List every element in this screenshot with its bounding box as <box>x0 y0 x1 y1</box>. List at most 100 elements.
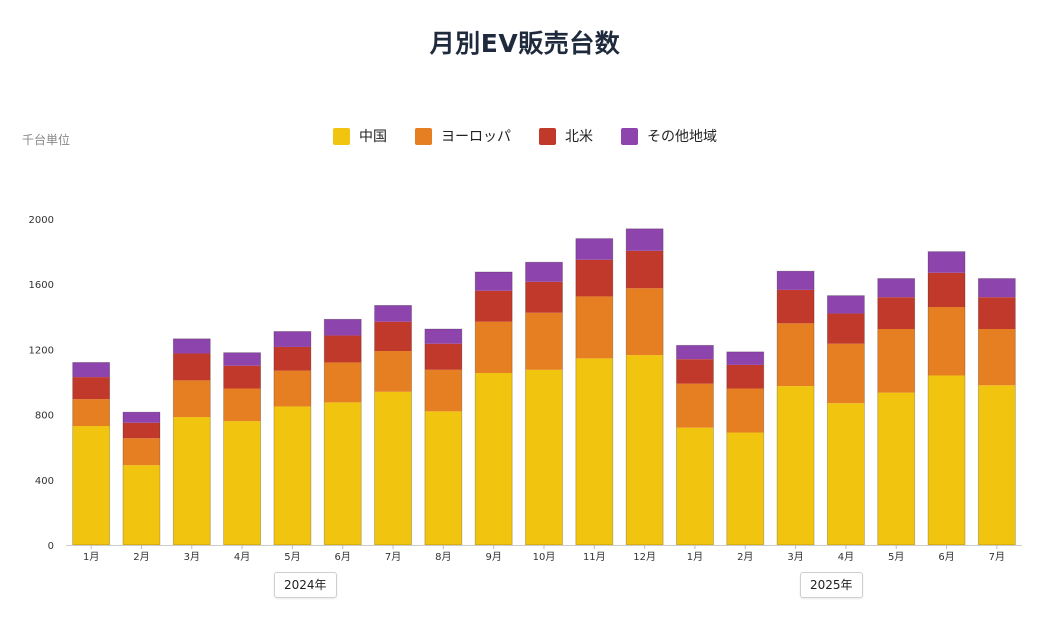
legend-item-china[interactable]: 中国 <box>333 126 387 146</box>
bar-stack[interactable] <box>323 318 362 546</box>
bar-segment-europe[interactable] <box>525 312 563 370</box>
bar-segment-north-america[interactable] <box>424 343 462 370</box>
bar-segment-china[interactable] <box>877 392 915 545</box>
bar-stack[interactable] <box>726 351 765 546</box>
bar-segment-china[interactable] <box>324 402 362 546</box>
legend-item-europe[interactable]: ヨーロッパ <box>415 126 511 146</box>
bar-stack[interactable] <box>977 278 1016 546</box>
bar-segment-north-america[interactable] <box>726 364 764 389</box>
bar-stack[interactable] <box>424 328 463 546</box>
bar-stack[interactable] <box>122 411 161 546</box>
bar-segment-other-regions[interactable] <box>324 319 362 336</box>
bar-segment-europe[interactable] <box>72 399 110 427</box>
bar-segment-china[interactable] <box>676 427 714 545</box>
bar-stack[interactable] <box>575 238 614 546</box>
bar-segment-north-america[interactable] <box>273 346 311 371</box>
bar-stack[interactable] <box>826 295 865 546</box>
bar-stack[interactable] <box>72 362 111 546</box>
bar-segment-europe[interactable] <box>777 323 815 387</box>
bar-segment-north-america[interactable] <box>173 353 211 381</box>
bar-stack[interactable] <box>374 304 412 546</box>
bar-segment-other-regions[interactable] <box>525 262 563 282</box>
bar-segment-other-regions[interactable] <box>827 295 865 314</box>
bar-segment-other-regions[interactable] <box>273 331 311 347</box>
bar-stack[interactable] <box>223 352 262 546</box>
bar-segment-europe[interactable] <box>626 288 664 356</box>
bar-segment-europe[interactable] <box>827 343 865 404</box>
bar-segment-north-america[interactable] <box>374 321 412 352</box>
bar-segment-china[interactable] <box>223 421 261 545</box>
legend-item-north-america[interactable]: 北米 <box>539 126 593 146</box>
bar-segment-other-regions[interactable] <box>777 271 815 290</box>
bar-segment-north-america[interactable] <box>575 259 613 297</box>
bar-stack[interactable] <box>877 278 916 546</box>
bar-stack[interactable] <box>676 344 714 546</box>
bar-segment-china[interactable] <box>928 375 966 545</box>
bar-segment-china[interactable] <box>122 465 160 545</box>
bar-segment-europe[interactable] <box>122 438 160 466</box>
bar-stack[interactable] <box>525 261 563 546</box>
bar-segment-north-america[interactable] <box>324 335 362 363</box>
bar-segment-china[interactable] <box>273 406 311 545</box>
bar-segment-europe[interactable] <box>726 388 764 433</box>
bar-segment-north-america[interactable] <box>877 297 915 330</box>
bar-segment-north-america[interactable] <box>122 422 160 439</box>
bar-stack[interactable] <box>273 331 312 546</box>
bar-segment-china[interactable] <box>72 426 110 545</box>
bar-segment-other-regions[interactable] <box>575 238 613 260</box>
bar-segment-europe[interactable] <box>324 362 362 403</box>
bar-stack[interactable] <box>172 338 211 546</box>
bar-segment-europe[interactable] <box>475 321 513 374</box>
bar-segment-north-america[interactable] <box>223 365 261 389</box>
bar-segment-europe[interactable] <box>223 388 261 422</box>
bar-segment-china[interactable] <box>475 373 513 545</box>
bar-stack[interactable] <box>474 271 513 546</box>
bar-segment-north-america[interactable] <box>978 297 1016 330</box>
bar-segment-north-america[interactable] <box>475 290 513 322</box>
bar-segment-china[interactable] <box>424 411 462 545</box>
bar-segment-europe[interactable] <box>374 351 412 392</box>
bar-segment-other-regions[interactable] <box>122 412 160 423</box>
bar-segment-north-america[interactable] <box>827 313 865 344</box>
bar-segment-china[interactable] <box>978 385 1016 545</box>
bar-segment-north-america[interactable] <box>928 272 966 308</box>
bar-segment-europe[interactable] <box>978 329 1016 386</box>
bar-segment-other-regions[interactable] <box>978 278 1016 298</box>
bar-segment-north-america[interactable] <box>777 289 815 324</box>
bar-segment-other-regions[interactable] <box>928 251 966 273</box>
bar-segment-north-america[interactable] <box>626 250 664 289</box>
bar-segment-china[interactable] <box>374 391 412 545</box>
bar-segment-europe[interactable] <box>273 370 311 407</box>
bar-segment-other-regions[interactable] <box>374 305 412 322</box>
bar-segment-other-regions[interactable] <box>626 228 664 251</box>
bar-segment-other-regions[interactable] <box>173 338 211 354</box>
bar-segment-north-america[interactable] <box>676 359 714 384</box>
bar-stack[interactable] <box>625 228 664 546</box>
bar-segment-china[interactable] <box>525 369 563 545</box>
x-tick-label: 5月 <box>284 551 300 563</box>
bar-segment-china[interactable] <box>777 386 815 545</box>
bar-segment-europe[interactable] <box>928 307 966 376</box>
bar-segment-other-regions[interactable] <box>475 271 513 291</box>
bar-segment-china[interactable] <box>173 417 211 545</box>
bar-segment-europe[interactable] <box>676 383 714 428</box>
bar-segment-north-america[interactable] <box>72 377 110 400</box>
bar-segment-other-regions[interactable] <box>877 278 915 298</box>
bar-segment-europe[interactable] <box>424 369 462 412</box>
bar-segment-other-regions[interactable] <box>72 362 110 378</box>
bar-stack[interactable] <box>776 270 815 546</box>
bar-segment-other-regions[interactable] <box>223 352 261 366</box>
bar-segment-other-regions[interactable] <box>676 345 714 360</box>
bar-segment-china[interactable] <box>626 355 664 545</box>
bar-segment-china[interactable] <box>827 403 865 545</box>
bar-segment-other-regions[interactable] <box>424 329 462 344</box>
bar-segment-europe[interactable] <box>877 329 915 393</box>
bar-segment-china[interactable] <box>575 358 613 545</box>
legend-item-other-regions[interactable]: その他地域 <box>621 126 717 146</box>
bar-segment-china[interactable] <box>726 432 764 545</box>
bar-segment-north-america[interactable] <box>525 281 563 313</box>
bar-segment-europe[interactable] <box>173 380 211 418</box>
bar-stack[interactable] <box>927 251 966 546</box>
bar-segment-other-regions[interactable] <box>726 351 764 365</box>
bar-segment-europe[interactable] <box>575 296 613 359</box>
